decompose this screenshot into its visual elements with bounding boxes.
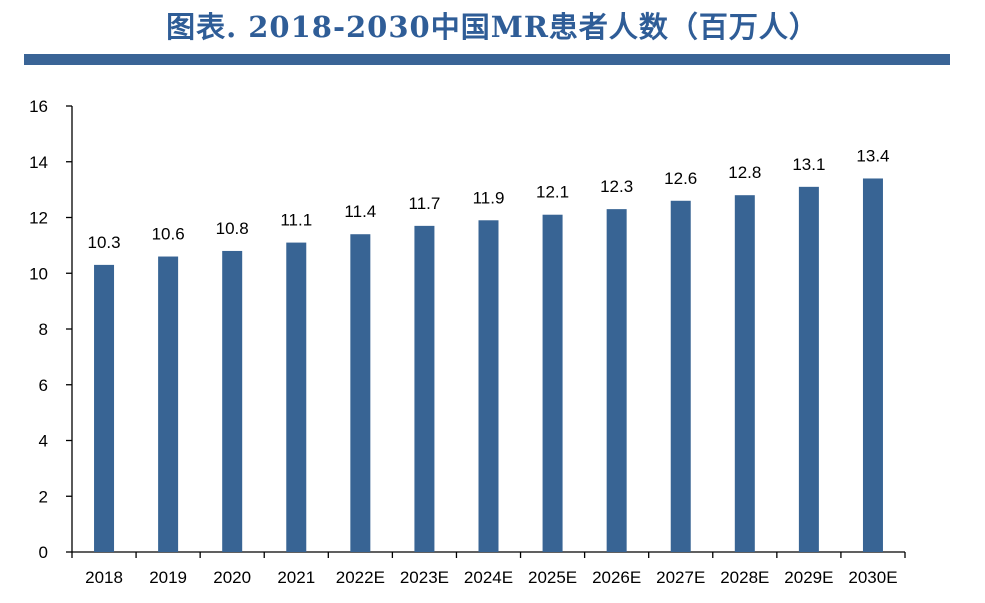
x-tick-label: 2025E bbox=[528, 568, 577, 587]
bar bbox=[670, 200, 691, 552]
data-label: 11.7 bbox=[409, 194, 441, 213]
bar bbox=[158, 256, 179, 552]
bar bbox=[798, 186, 819, 552]
bar bbox=[478, 220, 499, 552]
bar bbox=[286, 242, 307, 552]
data-labels: 10.3 10.6 10.8 11.1 11.4 11.7 11.9 12.1 12.3 12.6… bbox=[87, 146, 889, 251]
y-tick-label: 16 bbox=[29, 97, 48, 116]
x-tick-label: 2027E bbox=[656, 568, 705, 587]
data-label: 10.3 bbox=[87, 233, 120, 252]
bar bbox=[350, 234, 371, 552]
x-tick-label: 2019 bbox=[149, 568, 187, 587]
bar bbox=[734, 195, 755, 552]
y-tick-label: 8 bbox=[39, 320, 48, 339]
y-tick-label: 6 bbox=[39, 376, 48, 395]
bar bbox=[542, 214, 563, 552]
y-tick-label: 4 bbox=[39, 432, 48, 451]
x-tick-label: 2020 bbox=[213, 568, 251, 587]
bar bbox=[862, 178, 883, 552]
y-axis: 0 2 4 6 8 10 12 14 16 bbox=[29, 97, 73, 562]
data-label: 12.8 bbox=[728, 163, 761, 182]
x-tick-label: 2026E bbox=[592, 568, 641, 587]
data-label: 10.6 bbox=[152, 225, 185, 244]
data-label: 12.6 bbox=[664, 169, 697, 188]
bar bbox=[94, 264, 115, 552]
data-label: 13.1 bbox=[792, 155, 825, 174]
x-tick-label: 2029E bbox=[784, 568, 833, 587]
x-tick-label: 2024E bbox=[464, 568, 513, 587]
bar bbox=[222, 250, 243, 552]
data-label: 11.1 bbox=[280, 211, 312, 230]
x-tick-label: 2023E bbox=[400, 568, 449, 587]
data-label: 13.4 bbox=[856, 146, 889, 165]
bars bbox=[94, 178, 883, 553]
data-label: 12.3 bbox=[600, 177, 633, 196]
y-tick-label: 0 bbox=[39, 543, 48, 562]
data-label: 11.9 bbox=[473, 188, 505, 207]
x-tick-label: 2030E bbox=[848, 568, 897, 587]
x-tick-label: 2018 bbox=[85, 568, 123, 587]
y-tick-label: 12 bbox=[29, 209, 48, 228]
data-label: 10.8 bbox=[216, 219, 249, 238]
y-tick-label: 2 bbox=[39, 487, 48, 506]
bar bbox=[606, 209, 627, 552]
data-label: 11.4 bbox=[344, 202, 376, 221]
data-label: 12.1 bbox=[536, 183, 569, 202]
x-tick-label: 2022E bbox=[336, 568, 385, 587]
x-axis: 2018 2019 2020 2021 2022E 2023E 2024E 2025E 2026… bbox=[71, 551, 906, 587]
bar bbox=[414, 225, 435, 553]
title-divider bbox=[24, 54, 950, 65]
x-tick-label: 2021 bbox=[277, 568, 315, 587]
y-tick-label: 14 bbox=[29, 153, 48, 172]
chart-title: 图表. 2018-2030中国MR患者人数（百万人） bbox=[166, 10, 819, 44]
y-tick-label: 10 bbox=[29, 264, 48, 283]
x-tick-label: 2028E bbox=[720, 568, 769, 587]
